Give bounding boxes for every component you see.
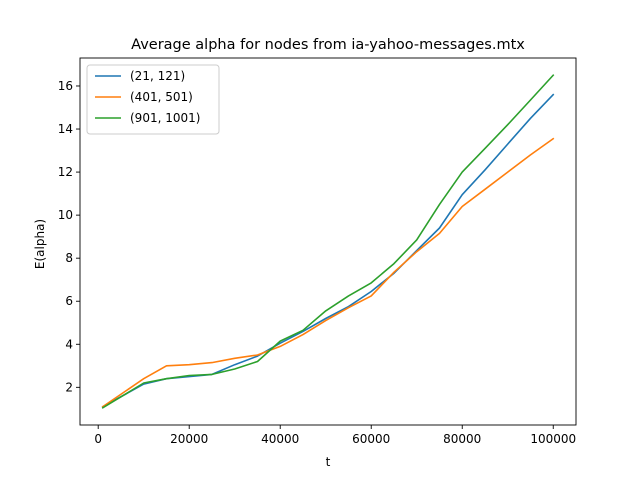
y-axis: 2 4 6 8 10 12 14 16 bbox=[58, 79, 80, 394]
x-axis-label: t bbox=[326, 455, 331, 469]
x-tick-label: 40000 bbox=[261, 432, 299, 446]
x-tick-label: 0 bbox=[94, 432, 102, 446]
chart-title: Average alpha for nodes from ia-yahoo-me… bbox=[131, 37, 525, 53]
y-tick-label: 4 bbox=[65, 337, 73, 351]
legend-box bbox=[86, 64, 220, 135]
y-axis-label: E(alpha) bbox=[33, 219, 47, 269]
series-line-1 bbox=[101, 93, 555, 408]
legend-label-3: (901, 1001) bbox=[130, 111, 200, 125]
y-tick-label: 12 bbox=[58, 165, 73, 179]
x-axis: 0 20000 40000 60000 80000 100000 bbox=[94, 425, 576, 446]
legend-label-2: (401, 501) bbox=[130, 90, 193, 104]
legend: (21, 121) (401, 501) (901, 1001) bbox=[86, 64, 220, 135]
legend-label-1: (21, 121) bbox=[130, 69, 185, 83]
plot-area bbox=[79, 57, 577, 426]
x-tick-label: 80000 bbox=[443, 432, 481, 446]
y-tick-label: 10 bbox=[58, 208, 73, 222]
y-tick-label: 2 bbox=[65, 380, 73, 394]
series-line-2 bbox=[101, 137, 555, 408]
y-tick-label: 8 bbox=[65, 251, 73, 265]
y-tick-label: 14 bbox=[58, 122, 73, 136]
axes-frame bbox=[79, 57, 577, 426]
x-tick-label: 20000 bbox=[170, 432, 208, 446]
series-line-3 bbox=[101, 74, 555, 409]
y-tick-label: 16 bbox=[58, 79, 73, 93]
y-tick-label: 6 bbox=[65, 294, 73, 308]
x-tick-label: 60000 bbox=[352, 432, 390, 446]
x-tick-label: 100000 bbox=[530, 432, 576, 446]
